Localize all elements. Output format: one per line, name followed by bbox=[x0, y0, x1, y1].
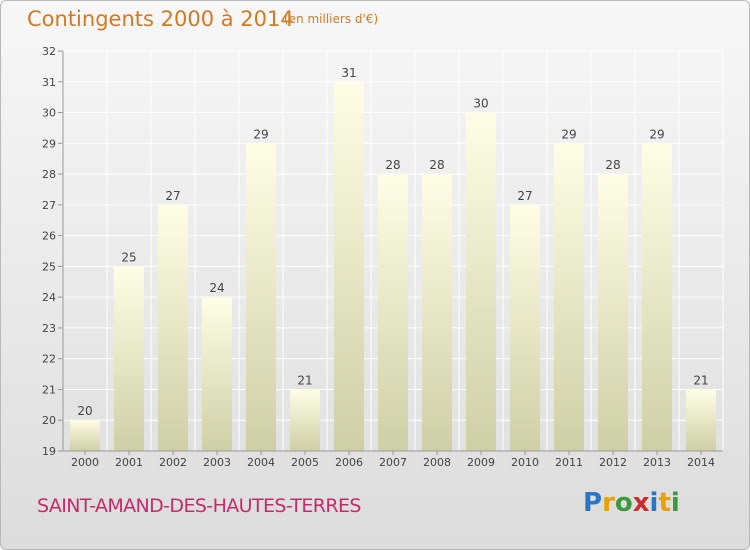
bar bbox=[378, 174, 408, 452]
bar bbox=[290, 389, 320, 451]
bar bbox=[554, 143, 584, 452]
y-tick-label: 21 bbox=[42, 383, 56, 396]
bar-value-label: 28 bbox=[429, 158, 444, 172]
x-tick-label: 2012 bbox=[599, 456, 627, 469]
bar-value-label: 28 bbox=[605, 158, 620, 172]
bar-value-label: 25 bbox=[121, 250, 136, 264]
x-tick-label: 2013 bbox=[643, 456, 671, 469]
x-tick-label: 2014 bbox=[687, 456, 715, 469]
bar bbox=[246, 143, 276, 452]
y-tick-label: 23 bbox=[42, 322, 56, 335]
bar bbox=[158, 204, 188, 451]
chart-subtitle: (en milliers d'€) bbox=[284, 12, 379, 26]
logo-letter: o bbox=[614, 488, 633, 518]
x-tick-label: 2010 bbox=[511, 456, 539, 469]
x-tick-label: 2004 bbox=[247, 456, 275, 469]
bar-value-label: 29 bbox=[649, 127, 664, 141]
bar-value-label: 29 bbox=[253, 127, 268, 141]
y-tick-label: 32 bbox=[42, 45, 56, 58]
y-tick-label: 29 bbox=[42, 137, 56, 150]
y-tick-label: 20 bbox=[42, 414, 56, 427]
x-tick-label: 2005 bbox=[291, 456, 319, 469]
x-tick-label: 2009 bbox=[467, 456, 495, 469]
x-tick-label: 2007 bbox=[379, 456, 407, 469]
logo-letter: r bbox=[602, 488, 615, 518]
commune-name: SAINT-AMAND-DES-HAUTES-TERRES bbox=[37, 495, 361, 517]
bar bbox=[642, 143, 672, 452]
logo-letter: t bbox=[658, 488, 671, 518]
y-tick-label: 24 bbox=[42, 291, 56, 304]
proxiti-logo: Proxiti bbox=[583, 488, 680, 518]
logo-letter: i bbox=[670, 488, 680, 518]
y-tick-label: 25 bbox=[42, 260, 56, 273]
bar-value-label: 29 bbox=[561, 127, 576, 141]
bar bbox=[334, 81, 364, 452]
x-tick-label: 2003 bbox=[203, 456, 231, 469]
bar-value-label: 24 bbox=[209, 281, 224, 295]
bar bbox=[686, 389, 716, 451]
x-tick-label: 2008 bbox=[423, 456, 451, 469]
logo-letter: P bbox=[583, 488, 603, 518]
bar-value-label: 28 bbox=[385, 158, 400, 172]
y-tick-label: 30 bbox=[42, 107, 56, 120]
bar-value-label: 21 bbox=[297, 373, 312, 387]
bar-value-label: 30 bbox=[473, 97, 488, 111]
bar-value-label: 21 bbox=[693, 373, 708, 387]
bar bbox=[510, 204, 540, 451]
bar-value-label: 20 bbox=[77, 404, 92, 418]
y-tick-label: 22 bbox=[42, 353, 56, 366]
y-tick-label: 26 bbox=[42, 230, 56, 243]
y-tick-label: 28 bbox=[42, 168, 56, 181]
bar bbox=[466, 112, 496, 452]
chart-title: Contingents 2000 à 2014 bbox=[27, 7, 294, 31]
bar-value-label: 27 bbox=[517, 189, 532, 203]
x-tick-label: 2000 bbox=[71, 456, 99, 469]
bar bbox=[598, 174, 628, 452]
bar bbox=[70, 420, 100, 451]
bar bbox=[114, 266, 144, 451]
y-tick-label: 27 bbox=[42, 199, 56, 212]
bar bbox=[422, 174, 452, 452]
bar-value-label: 31 bbox=[341, 66, 356, 80]
bar bbox=[202, 297, 232, 451]
logo-letter: x bbox=[632, 488, 650, 518]
x-tick-label: 2001 bbox=[115, 456, 143, 469]
bar-value-label: 27 bbox=[165, 189, 180, 203]
x-tick-label: 2002 bbox=[159, 456, 187, 469]
x-tick-label: 2006 bbox=[335, 456, 363, 469]
x-tick-label: 2011 bbox=[555, 456, 583, 469]
y-tick-label: 19 bbox=[42, 445, 56, 458]
logo-letter: i bbox=[649, 488, 659, 518]
y-tick-label: 31 bbox=[42, 76, 56, 89]
